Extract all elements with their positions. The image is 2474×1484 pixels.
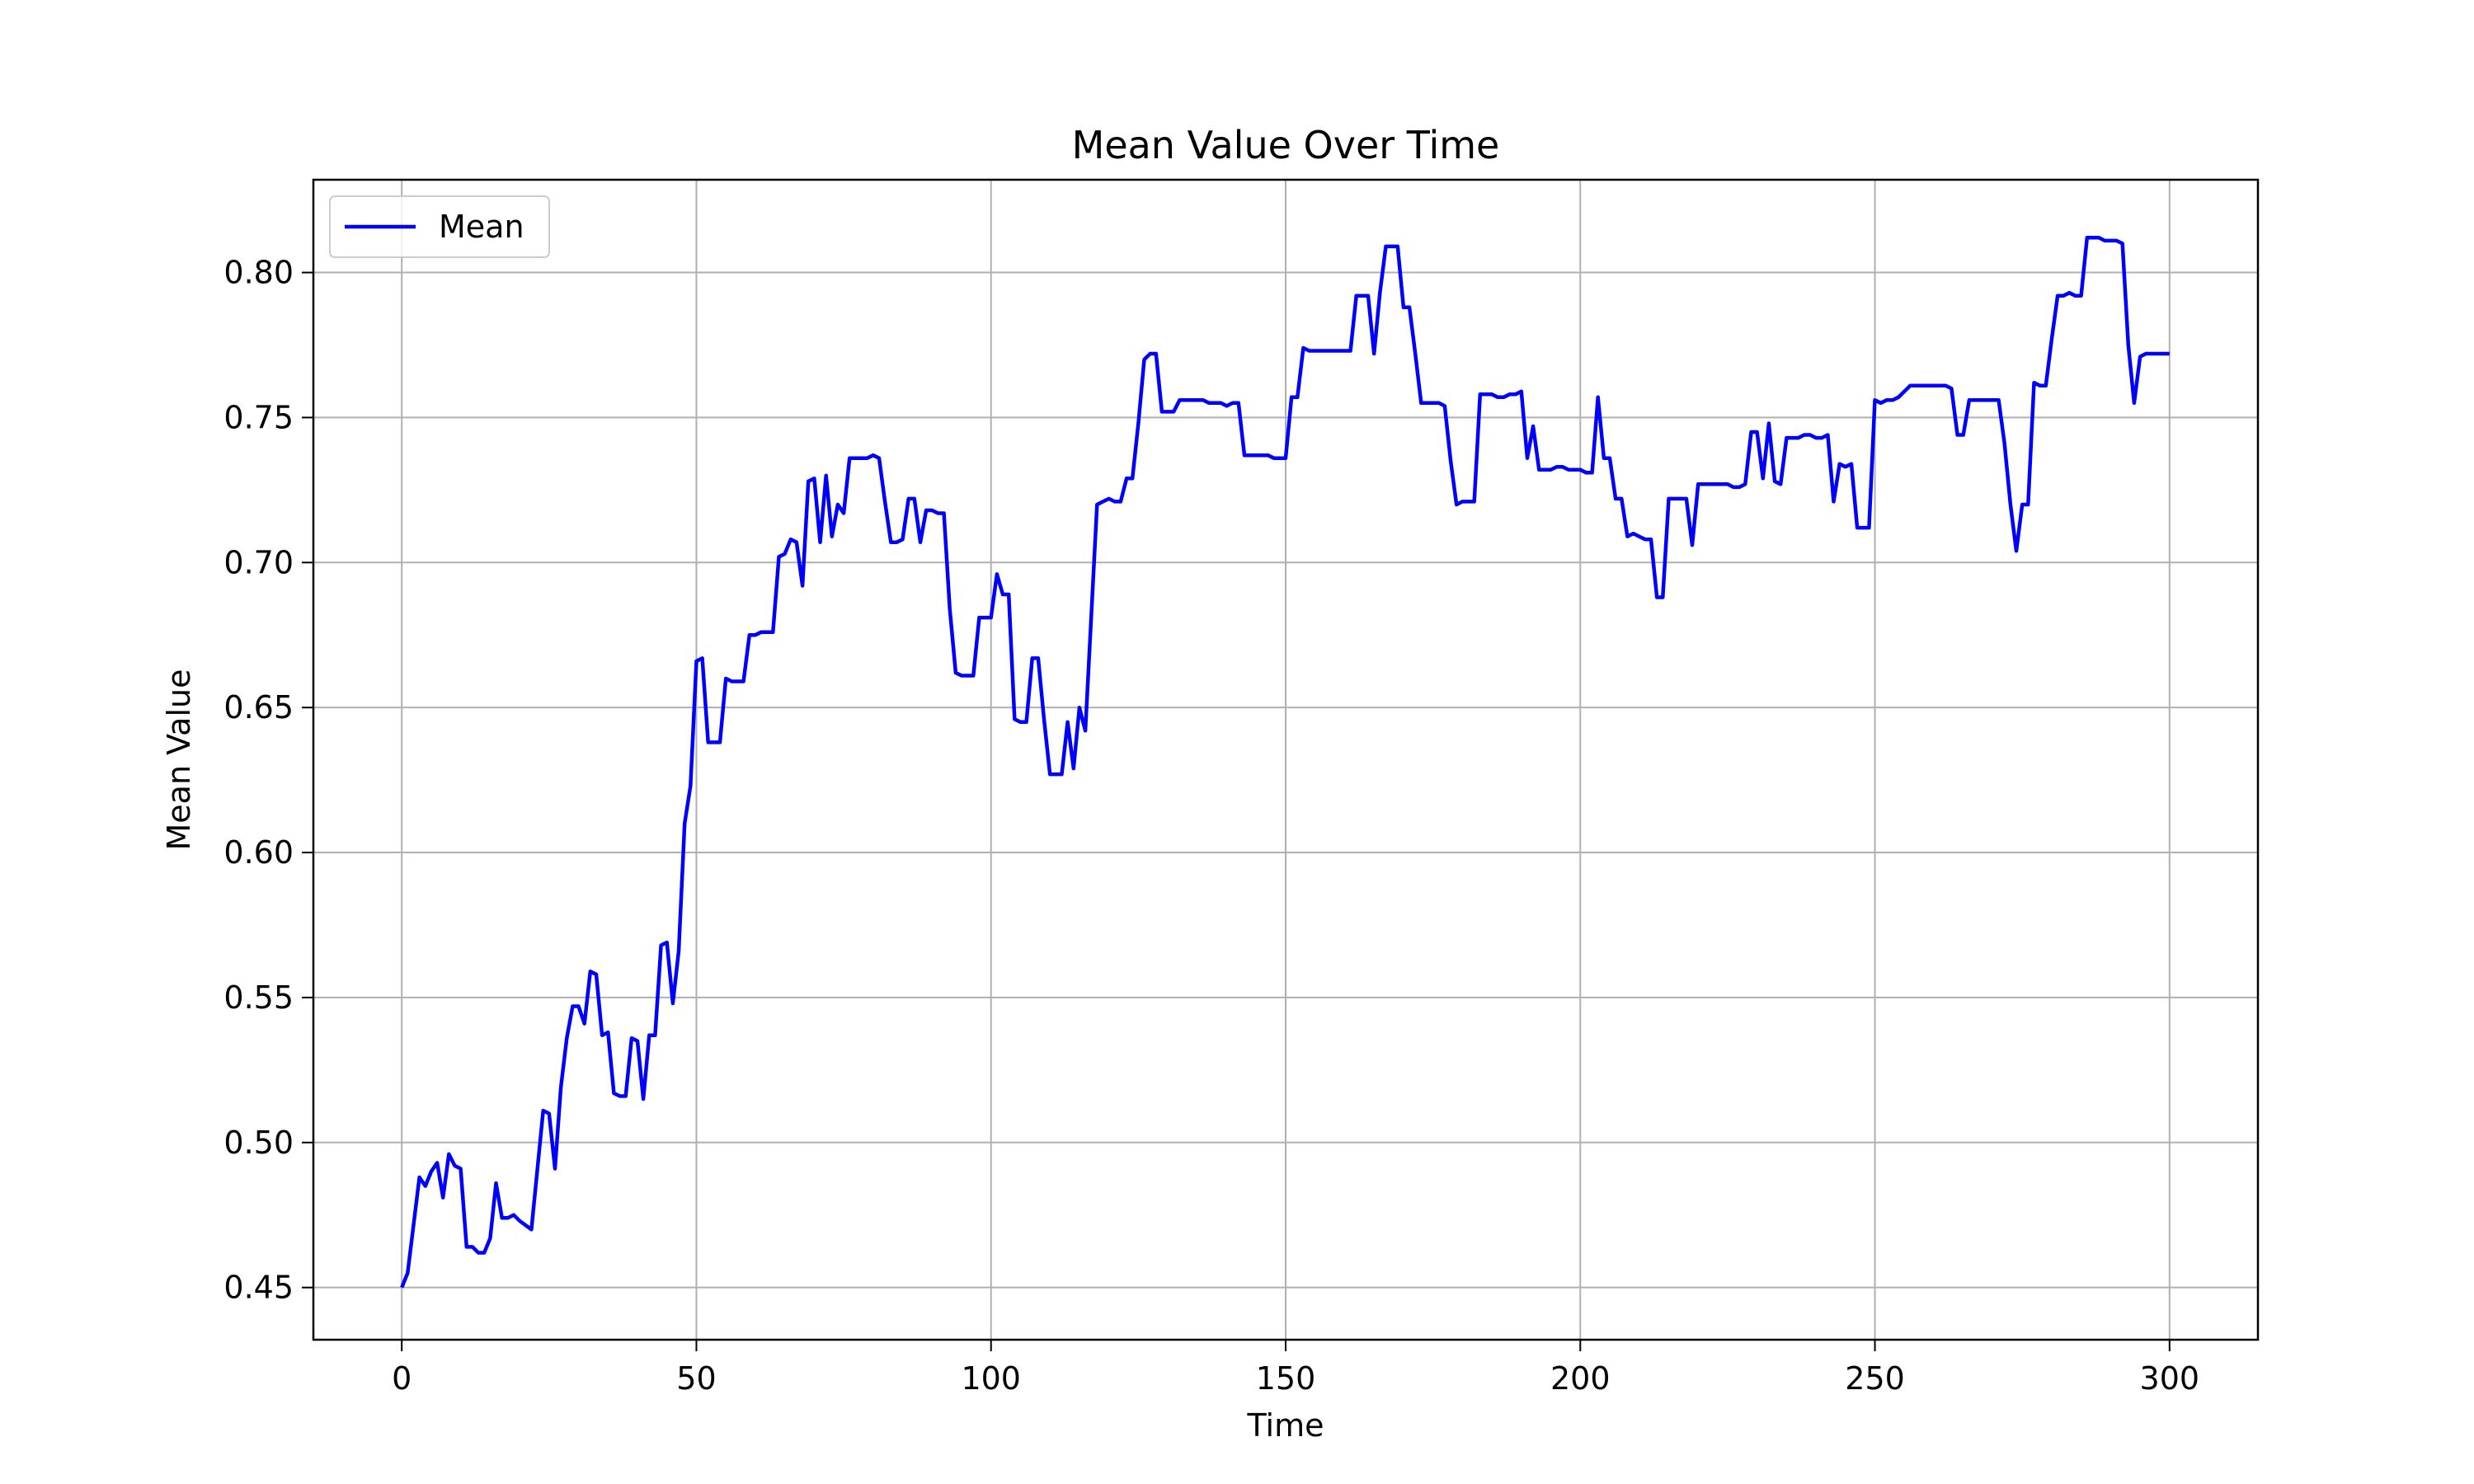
y-tick-label: 0.55 <box>223 979 294 1016</box>
series-layer <box>400 236 2170 1289</box>
legend-box <box>329 195 550 258</box>
y-tick-label: 0.75 <box>223 399 294 435</box>
legend-label-mean: Mean <box>439 209 524 245</box>
x-tick-label: 100 <box>961 1360 1021 1397</box>
x-axis-title: Time <box>1247 1407 1324 1444</box>
y-tick-label: 0.45 <box>223 1270 294 1306</box>
x-tick-label: 200 <box>1550 1360 1611 1397</box>
x-tick-label: 300 <box>2140 1360 2200 1397</box>
chart-title: Mean Value Over Time <box>1072 123 1500 167</box>
grid-lines <box>313 180 2258 1340</box>
series-line-mean <box>400 236 2170 1289</box>
x-tick-label: 50 <box>676 1360 716 1397</box>
y-tick-label: 0.60 <box>223 834 294 871</box>
axis-ticks: 0 50 100 150 200 250 300 0.45 0.50 0.55 0.60 0.65 0.… <box>223 255 2199 1397</box>
y-tick-label: 0.80 <box>223 255 294 291</box>
y-tick-label: 0.65 <box>223 689 294 726</box>
x-tick-label: 250 <box>1845 1360 1905 1397</box>
x-tick-label: 0 <box>392 1360 412 1397</box>
y-tick-label: 0.70 <box>223 544 294 580</box>
y-axis-title: Mean Value <box>161 669 197 851</box>
x-tick-label: 150 <box>1256 1360 1316 1397</box>
y-tick-label: 0.50 <box>223 1125 294 1161</box>
legend: Mean <box>329 195 550 258</box>
